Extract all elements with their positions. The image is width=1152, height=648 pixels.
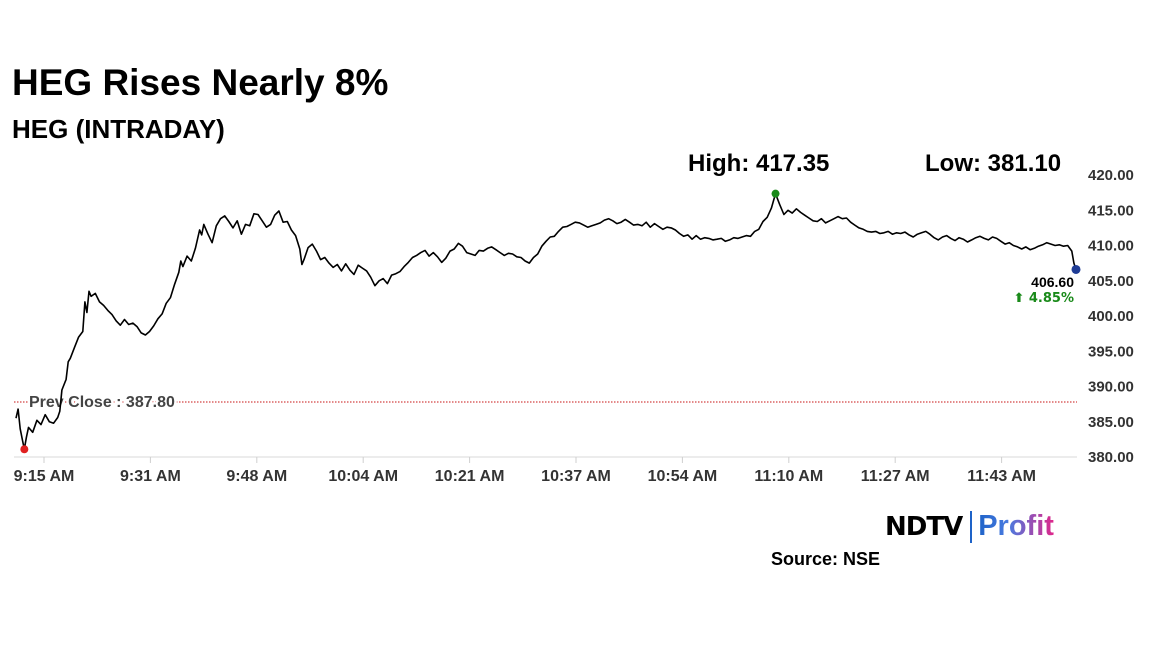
x-tick-label: 11:43 AM xyxy=(967,468,1036,485)
x-tick-label: 11:27 AM xyxy=(861,468,930,485)
y-tick-label: 415.00 xyxy=(1088,202,1134,219)
x-tick-label: 9:48 AM xyxy=(226,468,287,485)
chart-title: HEG Rises Nearly 8% xyxy=(12,62,389,103)
y-tick-label: 380.00 xyxy=(1088,449,1134,466)
last-change-label: ⬆ 4.85% xyxy=(1013,291,1074,306)
y-tick-label: 385.00 xyxy=(1088,414,1134,431)
logo-divider xyxy=(970,510,973,543)
prev-close-label: Prev Close : 387.80 xyxy=(29,394,175,411)
x-tick-label: 9:31 AM xyxy=(120,468,181,485)
high-label: High: 417.35 xyxy=(688,150,830,177)
x-tick-label: 10:21 AM xyxy=(435,468,505,485)
low-label: Low: 381.10 xyxy=(925,150,1062,177)
low-marker xyxy=(20,445,29,454)
ndtv-wordmark: NDTV xyxy=(885,511,963,542)
chart-subtitle: HEG (INTRADAY) xyxy=(12,114,225,144)
profit-wordmark: Profit xyxy=(978,510,1054,542)
last-value-label: 406.60 xyxy=(1031,274,1074,290)
y-tick-label: 400.00 xyxy=(1088,308,1134,325)
x-tick-label: 10:04 AM xyxy=(328,468,398,485)
price-line xyxy=(15,192,1077,450)
x-tick-label: 10:37 AM xyxy=(541,468,611,485)
y-tick-label: 390.00 xyxy=(1088,379,1134,396)
y-tick-label: 405.00 xyxy=(1088,273,1134,290)
y-tick-label: 395.00 xyxy=(1088,343,1134,360)
x-tick-label: 11:10 AM xyxy=(754,468,823,485)
x-tick-label: 9:15 AM xyxy=(14,468,75,485)
ndtv-profit-logo: NDTV Profit xyxy=(885,510,1054,543)
source-label: Source: NSE xyxy=(771,549,881,569)
last-marker xyxy=(1071,264,1081,274)
y-tick-label: 420.00 xyxy=(1088,167,1134,184)
y-tick-label: 410.00 xyxy=(1088,238,1134,255)
x-tick-label: 10:54 AM xyxy=(648,468,718,485)
high-marker xyxy=(771,189,780,198)
